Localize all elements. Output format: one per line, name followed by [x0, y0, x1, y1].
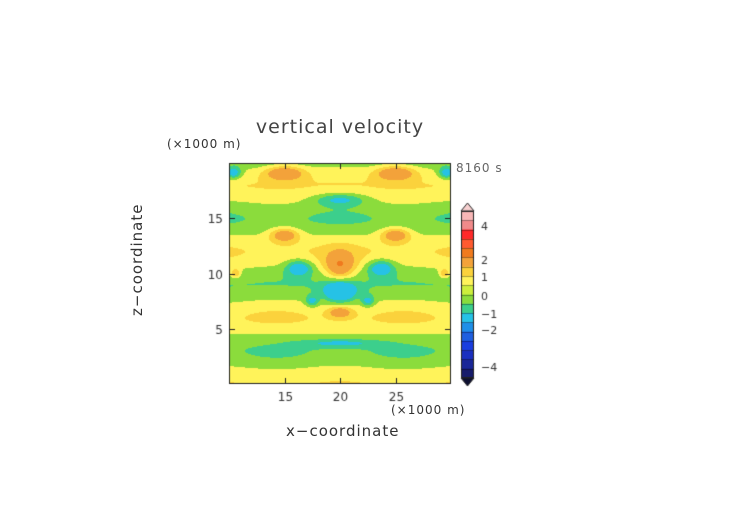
y-axis-unit: (×1000 m) [167, 137, 242, 151]
y-axis-label: z−coordinate [128, 203, 146, 316]
x-axis-label: x−coordinate [286, 422, 400, 440]
chart-title: vertical velocity [255, 116, 425, 138]
x-axis-unit: (×1000 m) [391, 403, 466, 417]
time-label: 8160 s [456, 161, 503, 175]
